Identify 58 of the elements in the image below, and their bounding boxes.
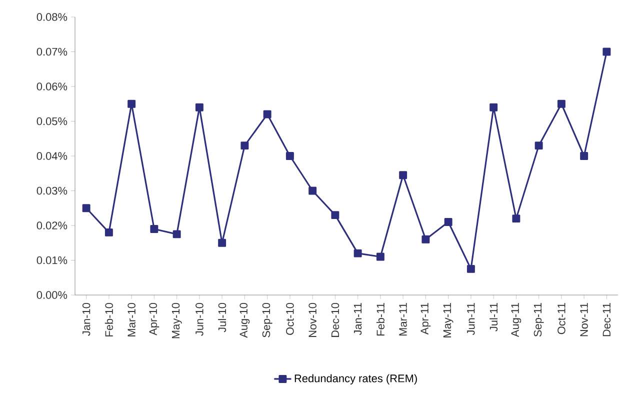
x-tick-label: Jul-10: [218, 302, 226, 332]
x-tick-label: Dec-10: [331, 302, 340, 337]
point: [376, 252, 384, 261]
point: [422, 235, 430, 244]
x-tick-label: Jun-11: [467, 303, 475, 336]
y-tick-label: 0.02%: [36, 222, 68, 230]
x-tick-label: Feb-11: [376, 303, 384, 336]
x-tick-label: Nov-10: [308, 302, 316, 337]
point: [490, 103, 498, 112]
point: [128, 100, 136, 108]
point: [286, 152, 294, 160]
x-tick-label: Aug-11: [511, 303, 522, 338]
point: [466, 264, 475, 273]
point: [240, 142, 249, 150]
point: [172, 230, 181, 238]
y-tick-label: 0.07%: [36, 48, 68, 56]
y-tick-label: 0.03%: [36, 186, 68, 195]
y-tick-label: 0.01%: [36, 256, 68, 264]
point: [399, 171, 408, 180]
point: [263, 110, 272, 118]
x-tick-label: Aug-10: [240, 302, 250, 338]
x-tick-label: Jan-10: [82, 302, 90, 336]
point: [602, 48, 611, 56]
x-tick-label: May-11: [443, 303, 454, 338]
point: [104, 228, 113, 236]
x-tick-label: Dec-11: [602, 303, 611, 336]
point: [512, 214, 520, 223]
point: [218, 238, 226, 247]
y-tick-label: 0.00%: [36, 291, 68, 299]
x-tick-label: Jan-11: [354, 303, 362, 336]
x-tick-label: Oct-10: [286, 302, 294, 335]
x-tick-label: Jun-10: [196, 302, 204, 336]
x-tick-label: Mar-11: [399, 303, 407, 336]
y-tick-label: 0.06%: [36, 82, 68, 90]
point: [534, 142, 543, 150]
x-tick-label: Apr-10: [149, 302, 160, 336]
y-tick-label: 0.08%: [36, 13, 68, 21]
x-tick-label: May-10: [172, 302, 182, 338]
point: [82, 204, 90, 212]
x-tick-label: Sep-11: [534, 303, 544, 337]
x-tick-label: Oct-11: [558, 303, 566, 334]
x-tick-label: Nov-11: [580, 303, 588, 336]
point: [444, 218, 452, 226]
x-tick-label: Apr-11: [420, 303, 431, 335]
y-tick-label: 0.05%: [36, 117, 68, 126]
point: [580, 152, 588, 160]
point: [354, 249, 362, 258]
x-tick-label: Sep-10: [262, 302, 272, 338]
x-tick-label: Jul-11: [490, 303, 498, 332]
point: [557, 100, 566, 108]
point: [331, 211, 340, 220]
x-tick-label: Feb-10: [104, 302, 113, 336]
legend-label: Redundancy rates (REM): [294, 374, 417, 384]
y-tick-label: 0.04%: [36, 152, 68, 160]
point: [150, 224, 158, 233]
x-tick-label: Mar-10: [128, 302, 136, 336]
point: [308, 186, 317, 195]
point: [195, 103, 204, 112]
